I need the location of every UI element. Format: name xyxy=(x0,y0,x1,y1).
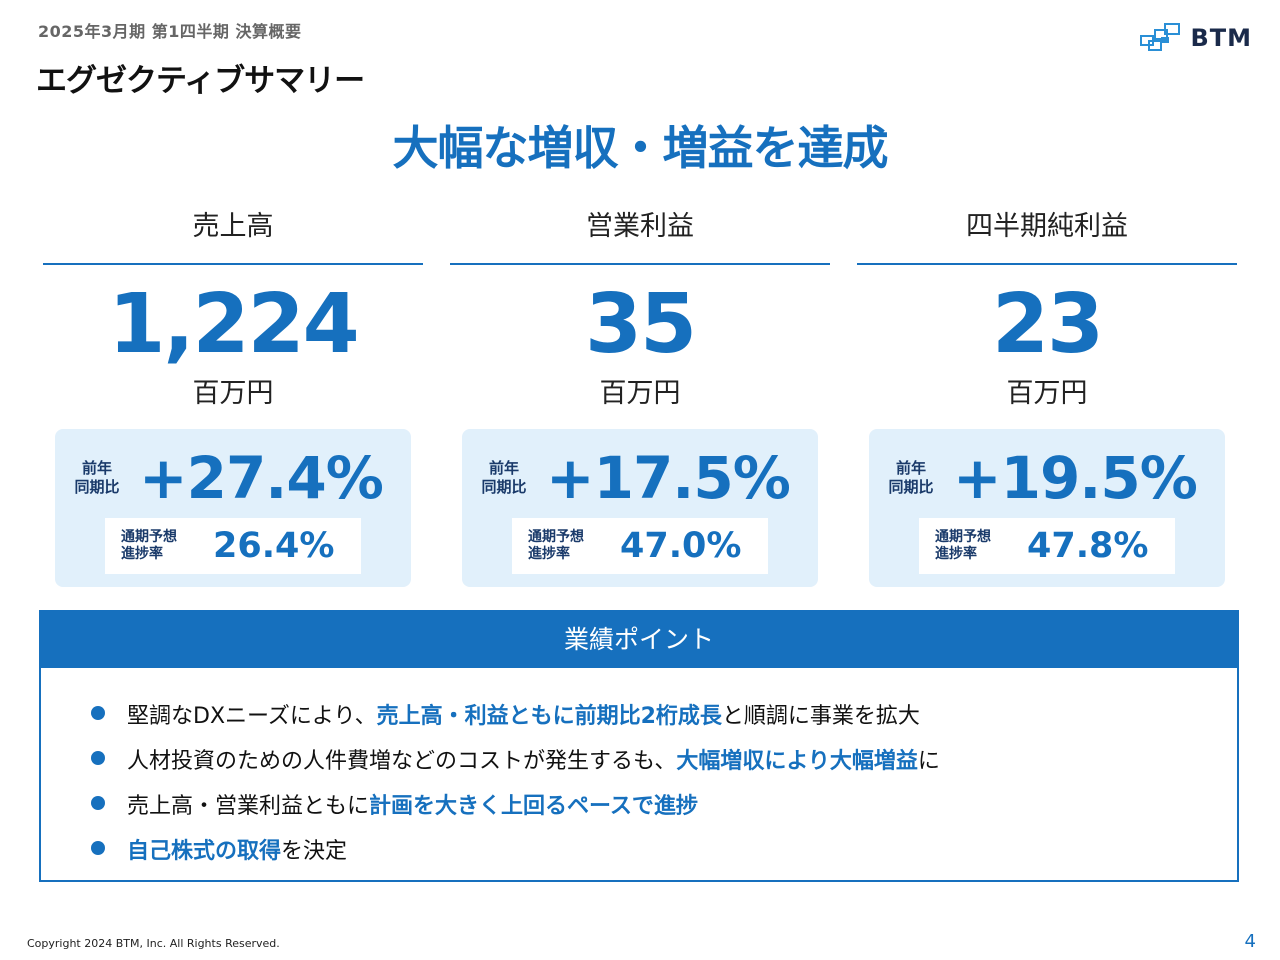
progress-label: 通期予想 進捗率 xyxy=(121,529,177,563)
progress-value: 26.4% xyxy=(213,526,335,566)
company-logo: BTM xyxy=(1140,22,1252,54)
bullet-icon xyxy=(91,751,105,765)
progress-label-line1: 通期予想 xyxy=(121,529,177,545)
kpi-card-net-income: 前年 同期比 +19.5% 通期予想 進捗率 47.8% xyxy=(869,429,1225,587)
progress-box: 通期予想 進捗率 26.4% xyxy=(105,518,361,574)
yoy-label-line1: 前年 xyxy=(488,459,519,477)
yoy-value: +19.5% xyxy=(953,444,1198,512)
performance-points-panel: 業績ポイント 堅調なDXニーズにより、売上高・利益ともに前期比2桁成長と順調に事… xyxy=(39,610,1239,882)
section-subtitle: 2025年3月期 第1四半期 決算概要 xyxy=(38,22,302,41)
progress-label-line2: 進捗率 xyxy=(935,546,977,562)
kpi-label: 売上高 xyxy=(192,211,274,242)
divider xyxy=(857,263,1237,265)
kpi-sales: 売上高 1,224 百万円 xyxy=(43,205,423,410)
bullet-icon xyxy=(91,706,105,720)
progress-label: 通期予想 進捗率 xyxy=(528,529,584,563)
kpi-value: 1,224 xyxy=(108,277,359,372)
point-highlight: 大幅増収により大幅増益 xyxy=(676,749,918,774)
yoy-label-line2: 同期比 xyxy=(481,478,527,496)
points-header: 業績ポイント xyxy=(41,612,1237,668)
point-text: 売上高・営業利益ともに xyxy=(127,794,370,819)
kpi-label: 営業利益 xyxy=(586,211,694,242)
point-text: に xyxy=(917,749,940,774)
kpi-unit: 百万円 xyxy=(599,378,681,409)
bullet-icon xyxy=(91,841,105,855)
progress-value: 47.8% xyxy=(1027,526,1149,566)
logo-text: BTM xyxy=(1190,24,1252,52)
kpi-unit: 百万円 xyxy=(1006,378,1088,409)
yoy-label-line1: 前年 xyxy=(81,459,112,477)
kpi-value: 35 xyxy=(584,277,697,372)
list-item: 堅調なDXニーズにより、売上高・利益ともに前期比2桁成長と順調に事業を拡大 xyxy=(91,698,940,743)
yoy-label-line1: 前年 xyxy=(895,459,926,477)
headline: 大幅な増収・増益を達成 xyxy=(392,121,889,175)
progress-value: 47.0% xyxy=(620,526,742,566)
yoy-label: 前年 同期比 xyxy=(69,459,125,497)
list-item: 自己株式の取得を決定 xyxy=(91,833,940,878)
point-text: 堅調なDXニーズにより、 xyxy=(127,704,377,729)
point-highlight: 計画を大きく上回るペースで進捗 xyxy=(369,794,698,819)
list-item: 売上高・営業利益ともに計画を大きく上回るペースで進捗 xyxy=(91,788,940,833)
kpi-label: 四半期純利益 xyxy=(966,211,1128,242)
point-highlight: 売上高・利益ともに前期比2桁成長 xyxy=(376,704,722,729)
yoy-label-line2: 同期比 xyxy=(74,478,120,496)
yoy-label: 前年 同期比 xyxy=(883,459,939,497)
list-item: 人材投資のための人件費増などのコストが発生するも、大幅増収により大幅増益に xyxy=(91,743,940,788)
yoy-value: +17.5% xyxy=(546,444,791,512)
point-text: 人材投資のための人件費増などのコストが発生するも、 xyxy=(127,749,677,774)
progress-label: 通期予想 進捗率 xyxy=(935,529,991,563)
yoy-value: +27.4% xyxy=(139,444,384,512)
point-text: と順調に事業を拡大 xyxy=(721,704,920,729)
yoy-label: 前年 同期比 xyxy=(476,459,532,497)
divider xyxy=(43,263,423,265)
progress-box: 通期予想 進捗率 47.0% xyxy=(512,518,768,574)
copyright: Copyright 2024 BTM, Inc. All Rights Rese… xyxy=(27,937,280,950)
kpi-card-sales: 前年 同期比 +27.4% 通期予想 進捗率 26.4% xyxy=(55,429,411,587)
progress-label-line2: 進捗率 xyxy=(121,546,163,562)
bullet-icon xyxy=(91,796,105,810)
yoy-label-line2: 同期比 xyxy=(888,478,934,496)
kpi-net-income: 四半期純利益 23 百万円 xyxy=(857,205,1237,410)
btm-logo-icon xyxy=(1140,23,1181,51)
page-number: 4 xyxy=(1244,931,1256,952)
kpi-value: 23 xyxy=(991,277,1104,372)
kpi-card-operating-income: 前年 同期比 +17.5% 通期予想 進捗率 47.0% xyxy=(462,429,818,587)
progress-label-line2: 進捗率 xyxy=(528,546,570,562)
page-title: エグゼクティブサマリー xyxy=(36,63,365,99)
point-highlight: 自己株式の取得 xyxy=(127,839,282,864)
kpi-unit: 百万円 xyxy=(192,378,274,409)
progress-box: 通期予想 進捗率 47.8% xyxy=(919,518,1175,574)
progress-label-line1: 通期予想 xyxy=(935,529,991,545)
divider xyxy=(450,263,830,265)
progress-label-line1: 通期予想 xyxy=(528,529,584,545)
kpi-operating-income: 営業利益 35 百万円 xyxy=(450,205,830,410)
points-list: 堅調なDXニーズにより、売上高・利益ともに前期比2桁成長と順調に事業を拡大 人材… xyxy=(91,698,940,878)
point-text: を決定 xyxy=(281,839,348,864)
